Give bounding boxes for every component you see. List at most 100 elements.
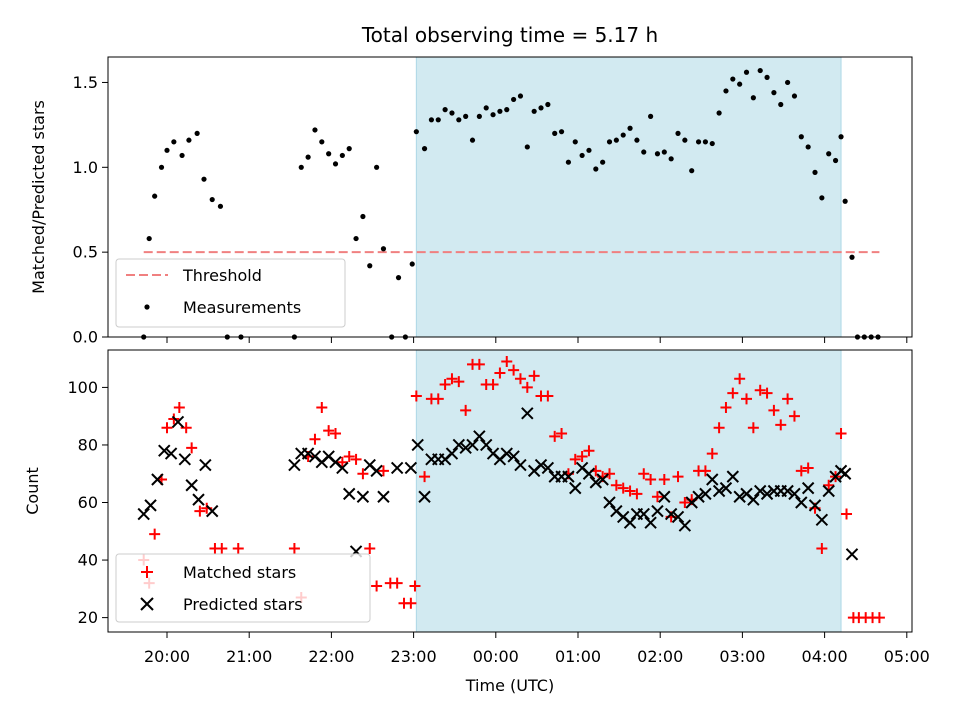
measurement-point [395,275,402,281]
legend-matched-swatch [141,566,153,578]
predicted-star-point [760,487,774,501]
top-shaded-region [415,56,842,338]
matched-star-point [216,543,228,555]
matched-star-point [419,471,431,483]
matched-star-point [556,427,568,439]
matched-star-point [583,445,595,457]
matched-star-point [149,528,161,540]
predicted-star-point [500,447,513,460]
bottom-y-tick-label: 20 [78,608,98,627]
matched-star-point [336,456,348,468]
bottom-y-tick-label: 60 [78,493,98,512]
predicted-star-point [288,458,301,472]
measurement-point [158,164,165,170]
predicted-star-point [370,464,383,478]
matched-star-point [638,468,650,480]
predicted-star-point [815,513,829,526]
matched-star-point [173,402,185,414]
top-y-tick-label: 0.5 [73,243,98,262]
matched-star-point [727,387,739,399]
matched-star-point [747,422,759,434]
predicted-star-point [514,458,527,472]
predicted-star-point [418,490,431,503]
matched-star-point [377,465,389,477]
measurement-point [305,154,311,160]
bottom-y-axis-label: Count [23,467,42,515]
measurement-point [579,152,585,159]
measurement-point [346,146,352,152]
measurement-point [689,168,695,174]
matched-star-point [409,580,421,592]
matched-star-point [631,488,643,500]
predicted-star-point [480,438,493,452]
matched-star-point [651,491,663,503]
predicted-stars-points [137,407,859,561]
bottom-legend: Matched stars Predicted stars [115,553,371,623]
matched-star-point [316,402,328,414]
measurement-point [750,95,756,101]
measurement-point [743,69,750,75]
matched-star-point [604,468,616,480]
bottom-panel: 20 40 60 80 100 20:00 21:00 22:00 23:00 00:00 01:… [23,349,930,695]
predicted-star-point [473,430,486,443]
measurement-point [483,105,489,111]
measurement-point [600,159,606,165]
matched-star-point [323,425,335,437]
top-y-axis-label: Matched/Predicted stars [29,100,48,294]
predicted-star-point [822,484,835,498]
measurement-point [319,139,325,145]
predicted-star-point [521,407,534,420]
matched-star-point [494,367,506,379]
measurement-point [531,108,537,114]
top-panel: 0.0 0.5 1.0 1.5 Matched/Predicted stars Thr… [29,56,913,347]
measurement-point [332,161,339,167]
predicted-star-point [754,484,767,498]
measurement-point [682,137,688,143]
predicted-star-point [589,476,603,489]
predicted-star-point [343,487,356,501]
predicted-star-point [808,499,822,512]
measurement-point [757,67,763,74]
matched-star-point [782,393,794,405]
measurement-point [832,157,839,164]
bottom-y-tick-label: 40 [78,551,98,570]
measurement-point [353,235,359,242]
measurement-point [442,107,448,113]
x-tick-label: 04:00 [802,647,848,666]
matched-star-point [161,422,173,434]
bottom-axes-frame [107,349,913,633]
matched-star-point [835,427,847,439]
measurement-point [723,88,729,94]
measurement-point [558,129,565,135]
measurement-point [504,107,510,113]
matched-star-point [501,356,513,368]
predicted-star-point [699,487,712,501]
measurement-point [435,117,441,123]
matched-star-point [330,427,342,439]
top-legend: Threshold Measurements [115,258,346,328]
matched-star-point [775,419,787,431]
predicted-star-point [459,441,472,455]
predicted-star-point [569,481,582,495]
predicted-star-point [712,484,726,498]
measurement-point [702,139,709,145]
chart-title: Total observing time = 5.17 h [361,23,658,47]
matched-star-point [617,482,629,494]
matched-star-point [309,433,321,445]
measurement-point [449,110,455,116]
matched-star-point [521,381,533,393]
predicted-star-point [144,499,157,512]
measurement-point [209,196,215,203]
matched-star-point [453,376,465,388]
matched-star-point [549,430,561,442]
measurement-point [634,137,640,143]
matched-star-point [350,453,362,465]
predicted-star-point [507,450,520,463]
predicted-star-point [644,516,657,529]
predicted-star-point [336,461,349,475]
measurement-point [826,151,832,157]
matched-star-point [754,384,766,396]
measurement-point [164,147,170,153]
predicted-star-point [788,487,801,501]
top-x-axis-ticks [166,337,908,343]
